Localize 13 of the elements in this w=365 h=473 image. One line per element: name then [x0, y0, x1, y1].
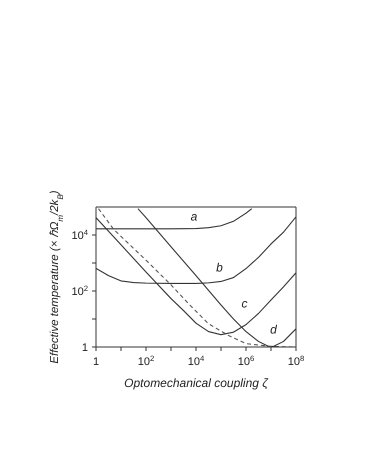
x-tick-label: 10$^{4}$ — [188, 354, 205, 368]
series-label: b — [216, 260, 224, 275]
x-tick-label: 10$^{8}$ — [288, 354, 304, 368]
x-tick-label: 1 — [92, 356, 100, 368]
x-tick-label: 10$^{6}$ — [238, 354, 254, 368]
x-tick-label: 10$^{2}$ — [138, 354, 154, 368]
y-tick-label: 10$^{4}$ — [71, 228, 89, 242]
y-tick-label: 1 — [82, 342, 88, 354]
x-axis-title: Optomechanical coupling ζ — [124, 376, 270, 390]
series-label: c — [241, 296, 248, 310]
y-tick-label: 10$^{2}$ — [71, 284, 88, 298]
series-label: a — [190, 210, 198, 224]
series-label: d — [270, 322, 278, 336]
